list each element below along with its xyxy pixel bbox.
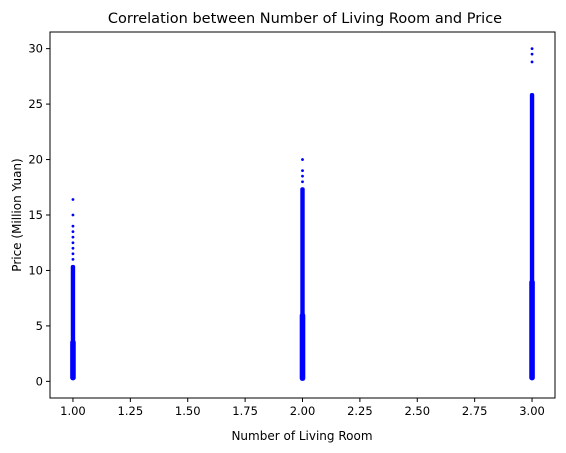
y-tick-label: 15 <box>28 208 43 222</box>
data-point <box>301 158 304 161</box>
x-tick-label: 3.00 <box>519 404 545 418</box>
x-tick-label: 2.00 <box>290 404 316 418</box>
y-tick-label: 5 <box>36 319 43 333</box>
dense-points-core <box>70 339 76 381</box>
x-tick-label: 1.75 <box>232 404 258 418</box>
data-point <box>71 224 75 228</box>
series-column <box>529 47 535 381</box>
y-tick-label: 25 <box>28 97 43 111</box>
data-point <box>71 246 75 250</box>
y-tick-label: 20 <box>28 153 43 167</box>
y-tick-label: 10 <box>28 263 43 277</box>
x-tick-label: 1.00 <box>60 404 86 418</box>
data-point <box>301 169 304 173</box>
data-point <box>301 174 304 178</box>
y-axis-label: Price (Million Yuan) <box>10 158 24 271</box>
data-point <box>71 257 75 261</box>
data-point <box>530 52 534 56</box>
data-marks <box>70 47 535 381</box>
y-tick-label: 30 <box>28 42 43 56</box>
data-point <box>71 252 75 256</box>
data-point <box>530 47 534 51</box>
x-axis-ticks: 1.00 1.25 1.50 1.75 2.00 2.25 2.50 2.75 3.00 <box>60 398 545 418</box>
series-column <box>70 198 76 381</box>
data-point <box>301 180 304 184</box>
x-axis-label: Number of Living Room <box>231 429 372 443</box>
x-tick-label: 2.25 <box>347 404 373 418</box>
data-point <box>71 213 75 217</box>
data-point <box>71 230 75 234</box>
data-point <box>530 60 534 64</box>
data-point <box>71 198 75 201</box>
dense-points-core <box>529 279 535 381</box>
plot-frame <box>49 31 556 399</box>
series-column <box>299 158 306 381</box>
x-tick-label: 1.50 <box>175 404 201 418</box>
x-tick-label: 2.50 <box>404 404 430 418</box>
y-axis-ticks: 0 5 10 15 20 25 30 <box>28 42 50 388</box>
data-point <box>71 241 75 245</box>
chart-title: Correlation between Number of Living Roo… <box>108 11 502 27</box>
x-tick-label: 2.75 <box>462 404 488 418</box>
data-point <box>71 235 75 239</box>
dense-points-core <box>299 313 306 381</box>
y-tick-label: 0 <box>36 374 43 388</box>
x-tick-label: 1.25 <box>118 404 144 418</box>
